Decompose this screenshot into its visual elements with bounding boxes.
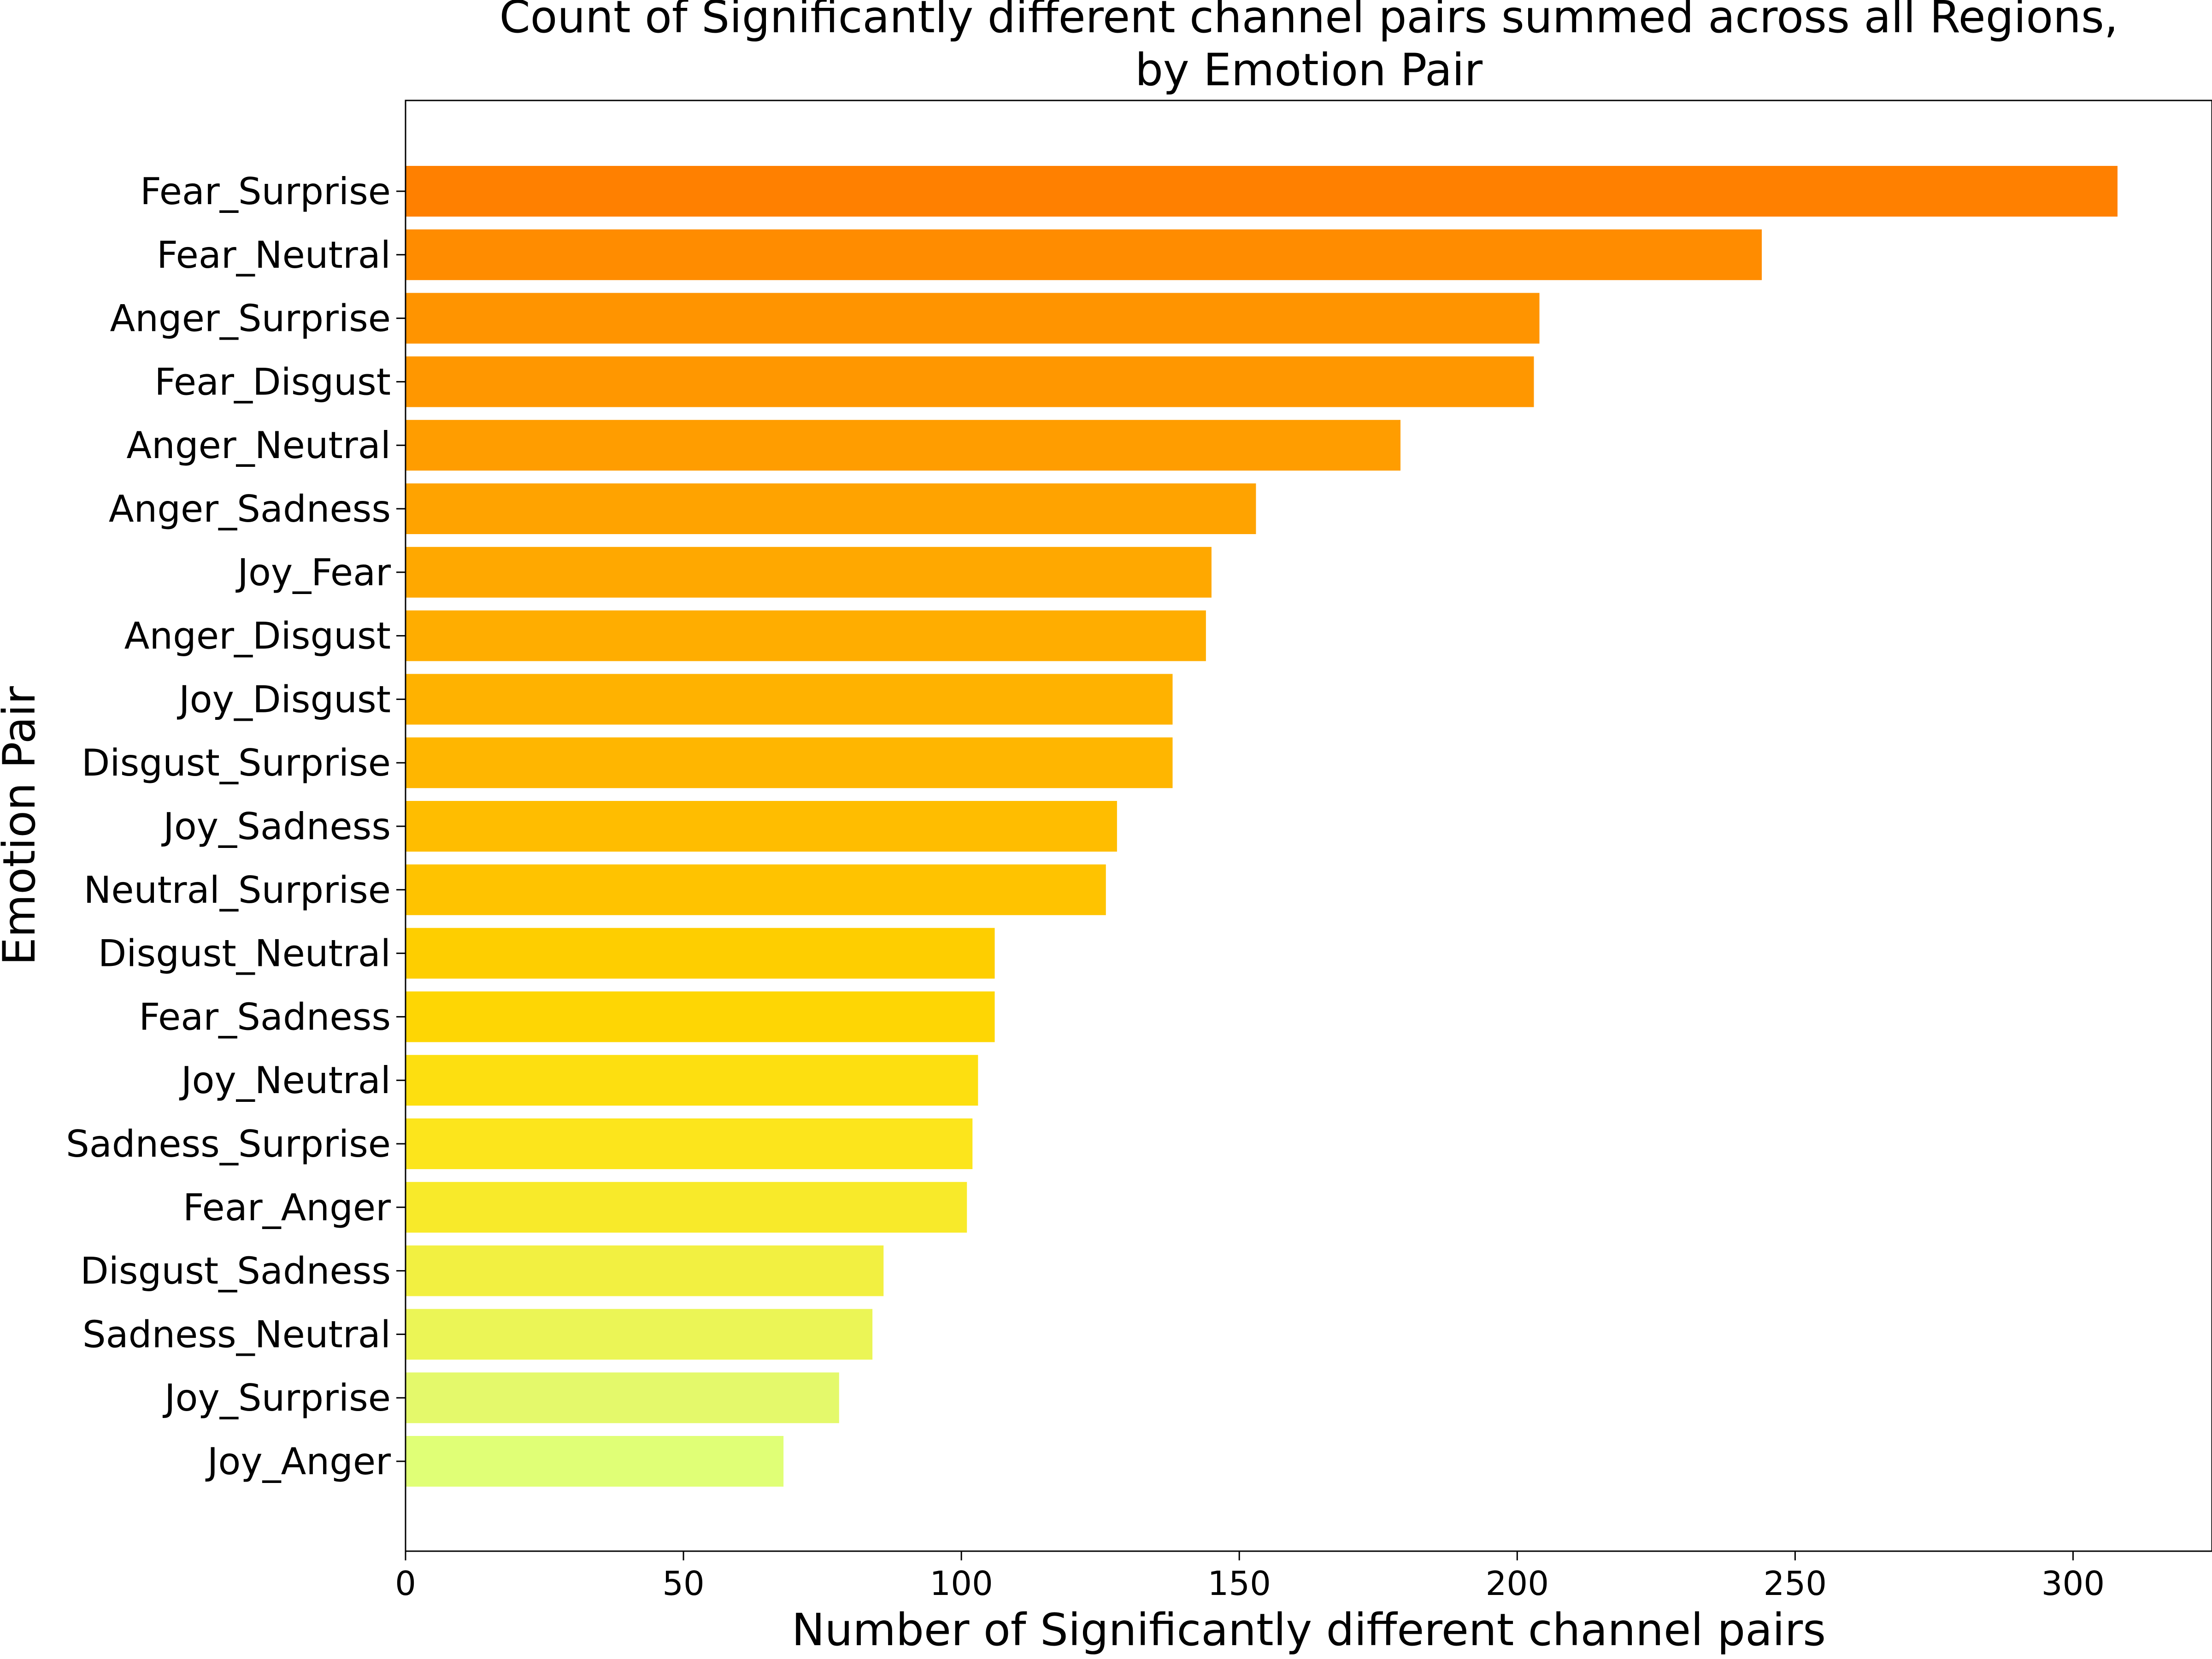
y-tick-label: Disgust_Neutral — [98, 932, 391, 975]
y-tick-label: Anger_Surprise — [110, 297, 391, 340]
x-tick-label: 50 — [662, 1564, 705, 1603]
y-tick-label: Neutral_Surprise — [84, 869, 391, 912]
x-tick-label: 0 — [395, 1564, 416, 1603]
y-tick-label: Joy_Surprise — [162, 1377, 391, 1419]
x-tick-label: 150 — [1208, 1564, 1271, 1603]
x-tick-label: 100 — [930, 1564, 993, 1603]
y-tick-label: Joy_Anger — [205, 1440, 391, 1483]
bar-joy-sadness — [406, 801, 1117, 852]
chart-title-line-2: by Emotion Pair — [1135, 44, 1483, 96]
x-tick-label: 300 — [2041, 1564, 2105, 1603]
y-tick-label: Fear_Anger — [183, 1186, 391, 1229]
bar-fear-neutral — [406, 229, 1762, 280]
bar-joy-neutral — [406, 1055, 978, 1106]
bar-neutral-surprise — [406, 864, 1106, 915]
y-tick-label: Joy_Disgust — [176, 678, 391, 721]
x-tick-label: 200 — [1486, 1564, 1549, 1603]
y-tick-label: Anger_Neutral — [126, 424, 391, 467]
y-tick-label: Joy_Sadness — [161, 805, 391, 848]
bar-anger-surprise — [406, 293, 1540, 344]
bar-fear-surprise — [406, 166, 2118, 217]
bar-disgust-sadness — [406, 1245, 884, 1296]
bar-joy-surprise — [406, 1372, 839, 1424]
y-tick-label: Anger_Disgust — [124, 615, 391, 658]
y-tick-label: Sadness_Surprise — [66, 1123, 391, 1165]
bar-joy-anger — [406, 1436, 784, 1487]
y-tick-label: Sadness_Neutral — [82, 1313, 391, 1356]
bar-fear-anger — [406, 1182, 967, 1233]
bar-sadness-neutral — [406, 1309, 873, 1360]
bar-anger-neutral — [406, 420, 1401, 471]
y-tick-label: Joy_Fear — [235, 551, 391, 594]
bar-joy-fear — [406, 547, 1212, 598]
y-axis-ticks: Fear_Surprise Fear_Neutral Anger_Surprise F… — [66, 170, 406, 1483]
y-tick-label: Disgust_Surprise — [82, 741, 391, 784]
y-tick-label: Fear_Sadness — [139, 995, 391, 1038]
y-tick-label: Joy_Neutral — [179, 1059, 391, 1102]
y-tick-label: Fear_Neutral — [157, 234, 391, 276]
y-tick-label: Fear_Disgust — [154, 360, 391, 403]
x-axis-ticks: 0 50 100 150 200 250 300 — [395, 1551, 2105, 1603]
bar-anger-disgust — [406, 610, 1206, 661]
y-tick-label: Disgust_Sadness — [80, 1250, 391, 1293]
x-axis-label: Number of Significantly different channe… — [792, 1604, 1826, 1656]
y-tick-label: Anger_Sadness — [109, 488, 391, 530]
bar-fear-sadness — [406, 991, 995, 1042]
y-tick-label: Fear_Surprise — [140, 170, 391, 213]
y-axis-label: Emotion Pair — [0, 686, 45, 965]
bar-disgust-surprise — [406, 737, 1173, 788]
bar-disgust-neutral — [406, 928, 995, 979]
bar-fear-disgust — [406, 356, 1534, 407]
x-tick-label: 250 — [1764, 1564, 1827, 1603]
bar-sadness-surprise — [406, 1118, 973, 1169]
chart-title-line-1: Count of Significantly different channel… — [500, 0, 2118, 43]
plot-area-frame — [405, 100, 2212, 1552]
bar-series — [406, 166, 2118, 1487]
bar-joy-disgust — [406, 674, 1173, 725]
bar-anger-sadness — [406, 483, 1256, 534]
